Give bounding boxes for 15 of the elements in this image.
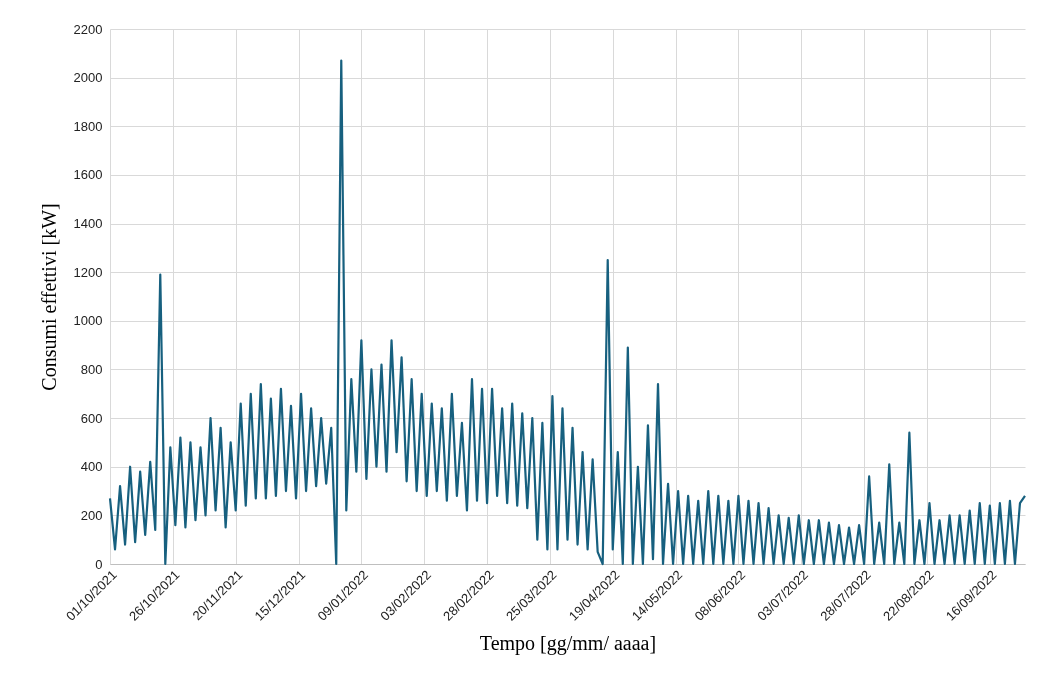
y-tick-label: 200	[80, 507, 103, 523]
y-tick-label: 800	[80, 361, 103, 377]
y-tick-label: 2200	[73, 21, 103, 37]
y-tick-label: 1800	[73, 118, 103, 134]
line-series	[108, 59, 1027, 566]
y-tick-label: 0	[95, 556, 103, 572]
y-tick-label: 1400	[73, 216, 103, 232]
y-axis-title: Consumi effettivi [kW]	[37, 203, 60, 391]
y-tick-label: 1600	[73, 167, 103, 183]
y-tick-label: 2000	[73, 70, 103, 86]
y-tick-label: 600	[80, 410, 103, 426]
x-axis-title: Tempo [gg/mm/ aaaa]	[479, 631, 657, 655]
y-tick-label: 1200	[73, 264, 103, 280]
y-tick-label: 400	[80, 459, 103, 475]
y-tick-label: 1000	[73, 313, 103, 329]
